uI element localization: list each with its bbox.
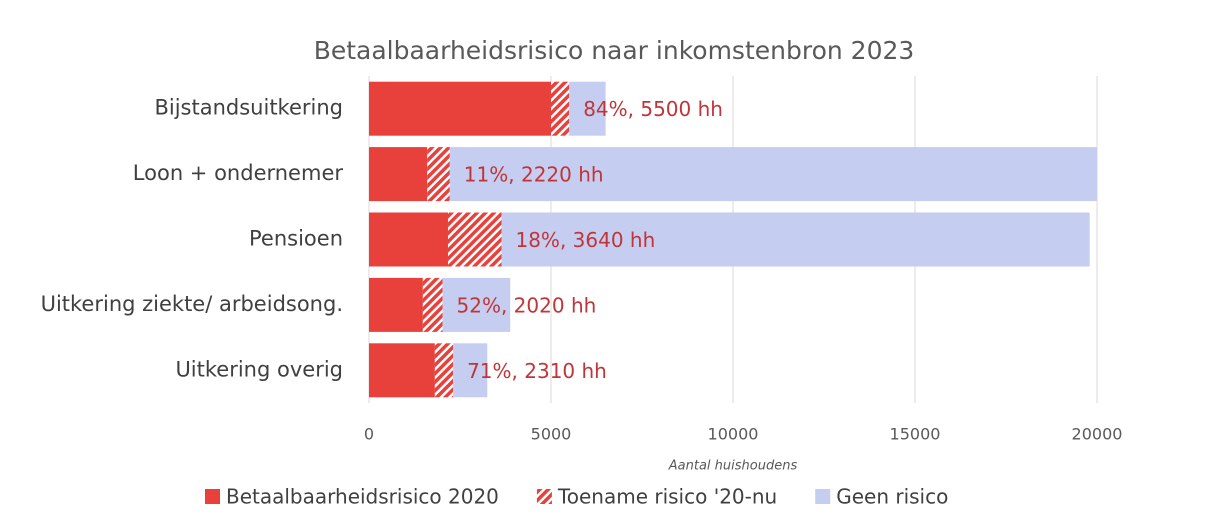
legend-label: Geen risico xyxy=(836,485,948,509)
x-tick-label: 5000 xyxy=(531,425,572,444)
bar-segment xyxy=(427,147,450,202)
y-tick-label: Pensioen xyxy=(249,227,343,251)
bar-annotation: 84%, 5500 hh xyxy=(583,97,723,121)
bar-segment xyxy=(369,343,435,398)
bar-annotation: 71%, 2310 hh xyxy=(467,359,607,383)
bar-segment xyxy=(569,81,606,136)
y-tick-label: Bijstandsuitkering xyxy=(154,96,343,120)
bar-annotation: 11%, 2220 hh xyxy=(464,163,604,187)
chart-title: Betaalbaarheidsrisico naar inkomstenbron… xyxy=(314,36,915,65)
x-tick-label: 10000 xyxy=(708,425,759,444)
bar-segment xyxy=(369,147,428,202)
bar-annotation: 18%, 3640 hh xyxy=(515,228,655,252)
bar-segment xyxy=(501,212,1090,267)
y-tick-label: Loon + ondernemer xyxy=(133,161,344,185)
legend-swatch xyxy=(205,489,220,504)
y-tick-label: Uitkering ziekte/ arbeidsong. xyxy=(41,292,343,316)
x-axis-title: Aantal huishoudens xyxy=(668,459,798,474)
bar-segment xyxy=(453,343,488,398)
x-tick-label: 15000 xyxy=(890,425,941,444)
y-tick-label: Uitkering overig xyxy=(175,357,343,381)
x-tick-label: 20000 xyxy=(1072,425,1123,444)
legend-swatch xyxy=(815,489,831,504)
bar-segment xyxy=(369,277,423,332)
bar-segment xyxy=(447,212,502,267)
bar-segment xyxy=(449,147,1098,202)
legend-label: Toename risico '20-nu xyxy=(557,485,777,509)
bar-segment xyxy=(434,343,454,398)
legend-swatch xyxy=(536,489,552,504)
bar-segment xyxy=(551,81,570,136)
bar-segment xyxy=(422,277,443,332)
bar-segment xyxy=(369,81,551,136)
legend-label: Betaalbaarheidsrisico 2020 xyxy=(226,485,499,509)
bar-segment xyxy=(442,277,511,332)
bar-segment xyxy=(369,212,448,267)
bar-annotation: 52%, 2020 hh xyxy=(457,293,597,317)
x-tick-label: 0 xyxy=(364,425,374,444)
